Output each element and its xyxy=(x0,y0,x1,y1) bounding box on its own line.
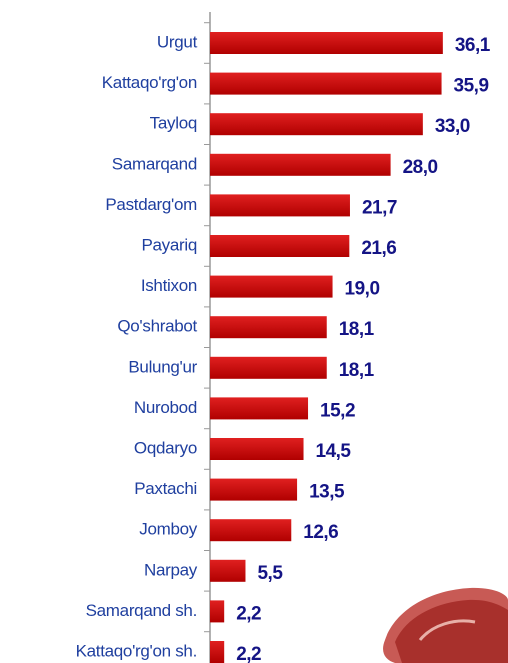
y-tick-label: Oqdaryo xyxy=(134,438,197,457)
data-label: 36,1 xyxy=(455,35,491,56)
bar xyxy=(210,478,298,501)
bar xyxy=(210,438,304,460)
bar xyxy=(210,235,350,257)
y-tick-label: Nurobod xyxy=(134,398,197,417)
y-tick-label: Ishtixon xyxy=(141,276,197,295)
bar xyxy=(210,356,327,379)
data-label: 12,6 xyxy=(303,522,338,543)
y-tick-label: Kattaqo'rg'on xyxy=(102,73,197,92)
y-tick-label: Bulung'ur xyxy=(128,357,197,376)
y-tick-label: Samarqand sh. xyxy=(86,601,197,620)
data-label: 19,0 xyxy=(345,279,380,300)
data-label: 21,6 xyxy=(361,238,396,259)
data-label: 14,5 xyxy=(316,441,352,462)
data-label: 35,9 xyxy=(454,76,489,97)
y-tick-label: Samarqand xyxy=(112,154,197,173)
data-label: 2,2 xyxy=(236,644,261,663)
y-tick-label: Jomboy xyxy=(139,520,198,539)
bar xyxy=(210,194,350,217)
data-label: 28,0 xyxy=(403,157,438,178)
data-label: 15,2 xyxy=(320,400,355,421)
bar xyxy=(210,559,246,582)
data-label: 21,7 xyxy=(362,197,397,218)
y-tick-label: Pastdarg'om xyxy=(105,195,197,214)
bar xyxy=(210,641,225,663)
data-label: 2,2 xyxy=(236,603,261,624)
bar xyxy=(210,600,225,623)
meat-image xyxy=(383,587,508,663)
y-tick-label: Qo'shrabot xyxy=(117,317,197,336)
bar xyxy=(210,32,443,54)
y-tick-label: Urgut xyxy=(157,32,198,51)
data-label: 5,5 xyxy=(257,563,283,584)
y-tick-label: Narpay xyxy=(144,560,198,579)
data-label: 18,1 xyxy=(339,319,375,340)
y-tick-label: Payariq xyxy=(141,235,197,254)
data-label: 13,5 xyxy=(309,482,345,503)
y-tick-label: Paxtachi xyxy=(134,479,197,498)
bar xyxy=(210,275,333,298)
data-label: 33,0 xyxy=(435,116,470,137)
bar xyxy=(210,72,442,95)
bar xyxy=(210,316,327,339)
bar xyxy=(210,153,391,176)
data-label: 18,1 xyxy=(339,360,375,381)
bar xyxy=(210,397,309,420)
y-tick-label: Kattaqo'rg'on sh. xyxy=(76,641,197,660)
bar xyxy=(210,519,292,542)
bar xyxy=(210,113,423,136)
y-tick-label: Tayloq xyxy=(150,114,197,133)
